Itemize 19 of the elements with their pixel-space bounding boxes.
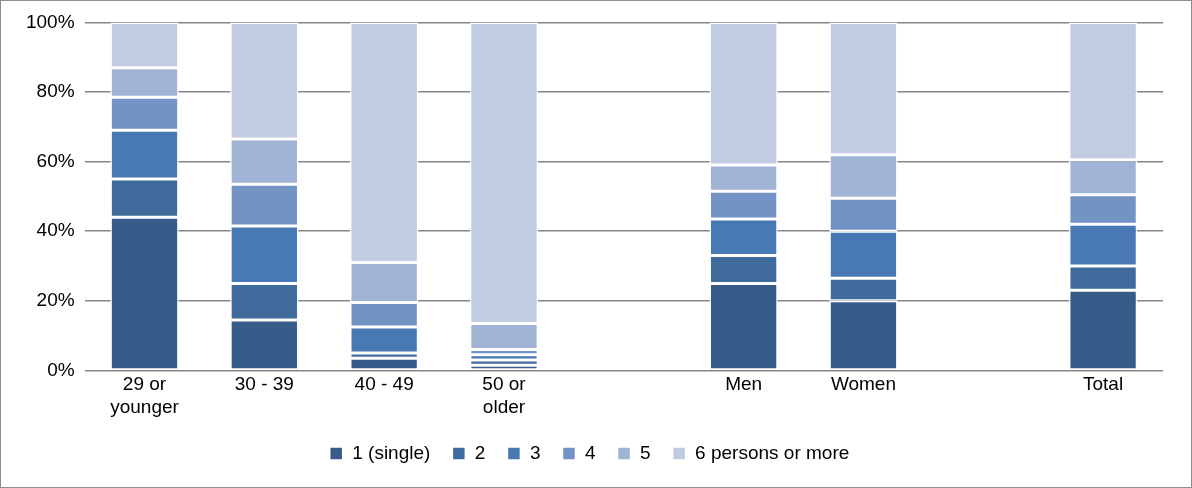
legend-label: 4 — [584, 441, 596, 463]
legend-label: 2 — [474, 441, 486, 463]
legend-label: 3 — [529, 441, 541, 463]
y-tick-label: 80% — [36, 80, 75, 102]
legend-label: 1 (single) — [352, 441, 431, 463]
x-tick-label: 29 or younger — [110, 373, 180, 417]
legend-label: 6 persons or more — [695, 441, 850, 463]
y-tick-label: 20% — [36, 289, 75, 311]
y-tick-label: 0% — [47, 358, 75, 380]
y-tick-label: 40% — [36, 219, 75, 241]
legend-label: 5 — [640, 441, 651, 463]
x-tick-label: Men — [725, 373, 763, 395]
y-tick-label: 60% — [36, 149, 75, 171]
y-tick-label: 100% — [25, 10, 75, 32]
x-tick-label: Women — [830, 373, 897, 395]
x-tick-label: 30 - 39 — [234, 373, 294, 395]
x-tick-label: 50 or older — [482, 373, 527, 417]
x-tick-label: Total — [1083, 373, 1124, 395]
x-tick-label: 40 - 49 — [354, 373, 414, 395]
